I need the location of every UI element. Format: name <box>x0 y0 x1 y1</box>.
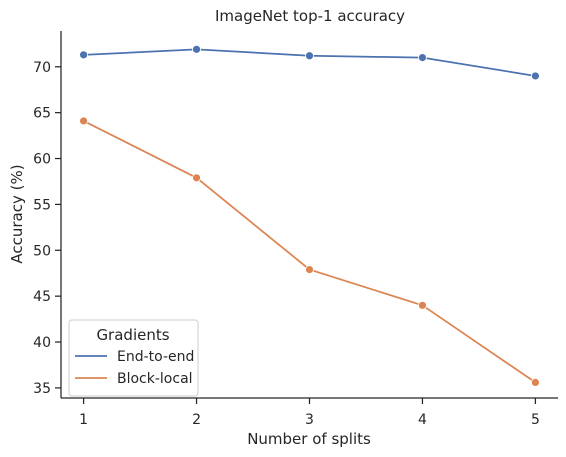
data-point-block-local <box>79 116 88 126</box>
x-tick-label: 5 <box>531 412 540 428</box>
legend-label-end-to-end: End-to-end <box>117 349 194 365</box>
chart-title: ImageNet top-1 accuracy <box>215 7 405 25</box>
legend: Gradients End-to-end Block-local <box>68 319 199 397</box>
x-tick-label: 4 <box>418 412 427 428</box>
y-tick-label: 35 <box>33 381 51 397</box>
y-tick-label: 70 <box>33 60 51 76</box>
legend-items: End-to-end Block-local <box>75 349 194 387</box>
y-ticks: 35 40 45 50 55 60 65 70 <box>33 60 61 397</box>
y-tick-label: 50 <box>33 243 51 259</box>
x-ticks: 1 2 3 4 5 <box>79 398 540 428</box>
legend-title: Gradients <box>96 326 169 344</box>
data-point-block-local <box>531 378 540 387</box>
y-tick-label: 65 <box>33 106 51 122</box>
data-point-end-to-end <box>305 51 314 61</box>
data-point-block-local <box>192 173 201 183</box>
data-point-end-to-end <box>79 50 88 60</box>
data-point-block-local <box>305 265 314 274</box>
data-point-end-to-end <box>418 53 427 63</box>
y-tick-label: 60 <box>33 152 51 168</box>
y-tick-label: 45 <box>33 289 51 305</box>
data-point-block-local <box>418 300 427 310</box>
legend-label-block-local: Block-local <box>117 371 193 387</box>
x-tick-label: 2 <box>192 412 201 428</box>
y-tick-label: 55 <box>33 197 51 213</box>
series-layer <box>79 44 540 387</box>
data-point-end-to-end <box>531 71 540 81</box>
x-tick-label: 3 <box>305 412 314 428</box>
data-point-end-to-end <box>192 44 201 54</box>
y-tick-label: 40 <box>33 335 51 351</box>
legend-frame <box>68 319 199 397</box>
x-axis-title: Number of splits <box>247 430 371 448</box>
x-tick-label: 1 <box>79 412 88 428</box>
y-axis-title: Accuracy (%) <box>8 164 26 263</box>
